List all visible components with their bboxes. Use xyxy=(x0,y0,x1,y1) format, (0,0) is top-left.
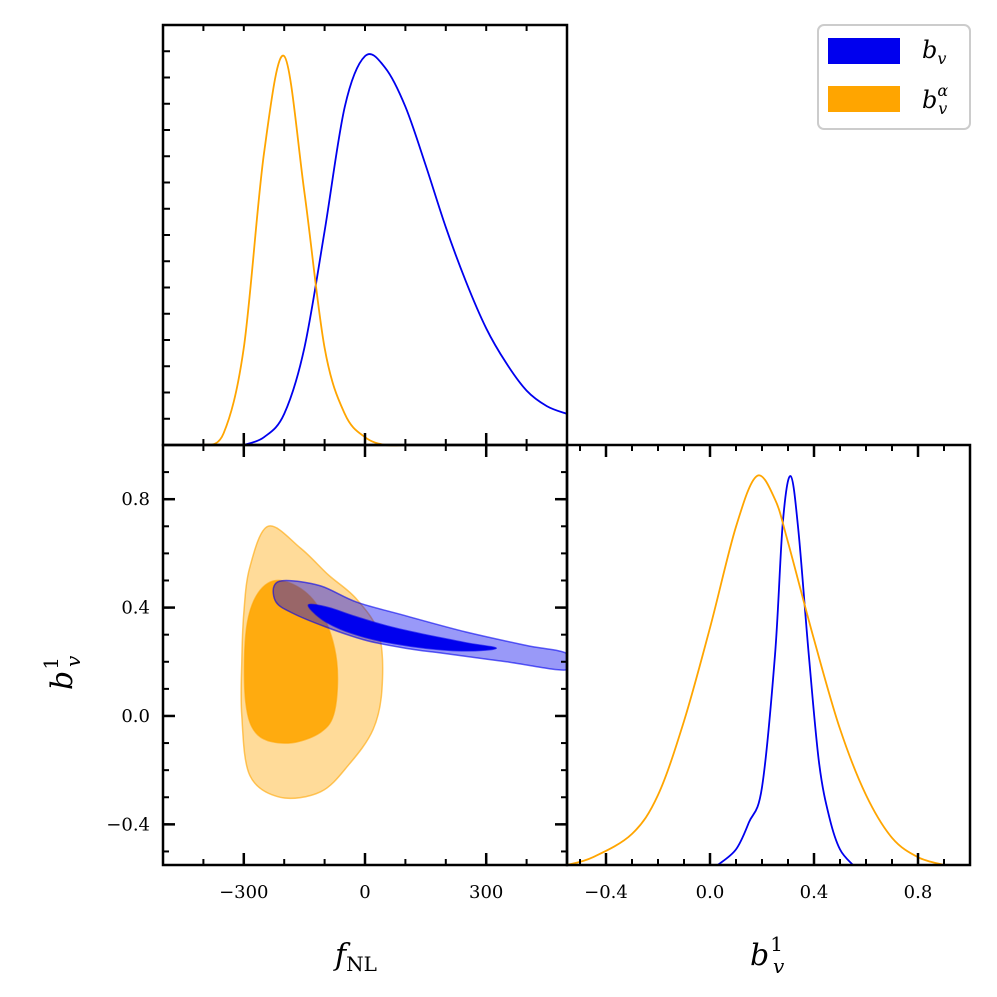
legend-swatch-bv xyxy=(828,38,900,64)
b1v-vs-fnl-panel: −300 0 300 −0.4 0.0 0.4 0.8 xyxy=(106,443,569,903)
fnl-marginal-panel xyxy=(161,23,569,447)
legend: bv bα v xyxy=(817,24,971,130)
x-tick-label-fnl: 300 xyxy=(469,882,503,903)
x-tick-label-b1v: 0.0 xyxy=(696,882,725,903)
b1v-y-axis-label: b1v xyxy=(39,655,85,690)
x-tick-label-b1v: 0.8 xyxy=(904,882,933,903)
b1v-marginal-frame xyxy=(565,443,972,867)
b1v-marginal-line-bv-alpha xyxy=(566,474,945,866)
b1v-axis-label: b1 v xyxy=(750,932,785,978)
x-tick-label-b1v: −0.4 xyxy=(584,882,628,903)
y-tick-label-b1v: 0.0 xyxy=(121,706,150,727)
fnl-axis-label: fNL xyxy=(333,938,377,976)
b1v-marginal-panel: −0.4 0.0 0.4 0.8 xyxy=(565,443,972,903)
legend-label-bv: bv xyxy=(922,36,946,68)
bv-68-contour xyxy=(307,603,498,652)
fnl-marginal-frame xyxy=(161,23,569,447)
legend-swatch-bv-alpha xyxy=(828,86,900,112)
fnl-marginal-line-bv-alpha xyxy=(202,54,406,447)
bv-alpha-68-contour xyxy=(243,579,339,744)
b1v-marginal-line-bv xyxy=(717,475,854,866)
fnl-marginal-line-bv xyxy=(243,53,568,446)
y-tick-label-b1v: −0.4 xyxy=(106,814,150,835)
x-tick-label-fnl: −300 xyxy=(219,882,268,903)
x-tick-label-b1v: 0.4 xyxy=(800,882,829,903)
y-tick-label-b1v: 0.8 xyxy=(121,489,150,510)
x-tick-label-fnl: 0 xyxy=(359,882,370,903)
legend-label-bv-alpha: bα v xyxy=(922,81,948,118)
y-tick-label-b1v: 0.4 xyxy=(121,598,150,619)
